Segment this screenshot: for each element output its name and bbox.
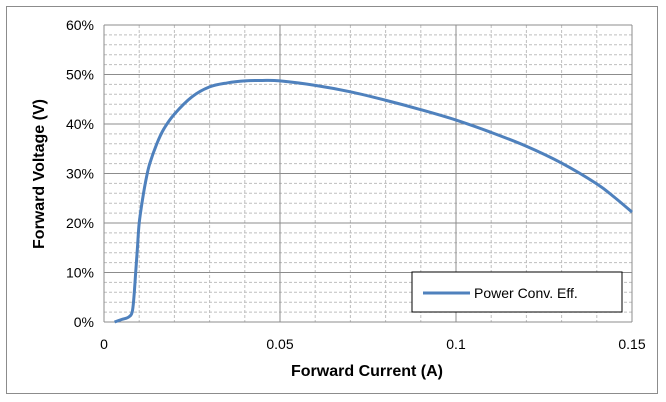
x-tick-label: 0.05	[266, 336, 293, 352]
y-tick-label: 50%	[66, 67, 94, 83]
x-tick-label: 0.1	[446, 336, 466, 352]
x-tick-label: 0.15	[618, 336, 645, 352]
y-tick-label: 30%	[66, 166, 94, 182]
tick-labels: 0 0.05 0.1 0.15 0% 10% 20% 30% 40% 50% 60%	[66, 17, 646, 352]
series-line-power-conv-eff	[114, 78, 633, 324]
y-tick-label: 10%	[66, 265, 94, 281]
series-layer	[114, 78, 633, 324]
y-axis-title: Forward Voltage (V)	[31, 99, 48, 249]
grid-major	[104, 24, 633, 322]
axes	[103, 25, 632, 323]
x-tick-label: 0	[100, 336, 108, 352]
legend: Power Conv. Eff.	[411, 271, 623, 313]
x-axis-title: Forward Current (A)	[291, 363, 443, 380]
y-tick-label: 40%	[66, 116, 94, 132]
chart-frame	[6, 6, 658, 394]
y-tick-label: 60%	[66, 17, 94, 33]
y-tick-label: 0%	[74, 314, 94, 330]
legend-label-power-conv-eff: Power Conv. Eff.	[474, 285, 578, 301]
y-tick-label: 20%	[66, 215, 94, 231]
